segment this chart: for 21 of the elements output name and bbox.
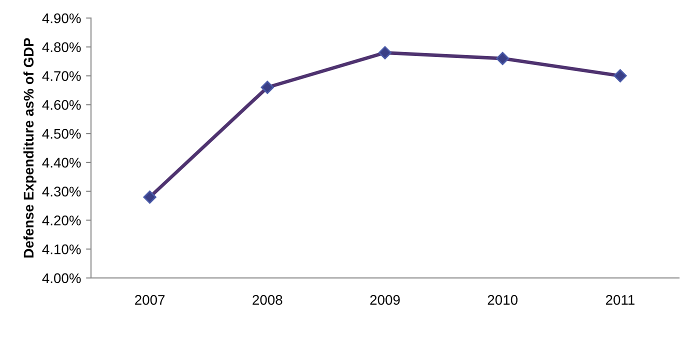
- point: [496, 52, 510, 66]
- y-tick-label: 4.00%: [42, 273, 81, 284]
- x-tick-label: 2009: [370, 295, 400, 305]
- y-tick-label: 4.60%: [42, 100, 81, 110]
- y-tick-label: 4.90%: [42, 13, 81, 24]
- y-tick-label: 4.10%: [42, 244, 81, 254]
- y-tick-label: 4.30%: [42, 186, 81, 196]
- point: [614, 69, 627, 82]
- y-tick-label: 4.40%: [42, 158, 81, 168]
- y-tick-label: 4.50%: [42, 128, 81, 139]
- y-axis-title: Defense Expenditure as% of GDP: [23, 38, 36, 258]
- x-tick-label: 2007: [135, 295, 165, 305]
- y-tick-label: 4.70%: [42, 71, 81, 81]
- y-tick-label: 4.80%: [42, 42, 81, 52]
- x-tick-label: 2010: [488, 295, 518, 305]
- x-tick-label: 2011: [606, 295, 634, 305]
- point: [378, 46, 392, 60]
- y-tick-label: 4.20%: [42, 216, 81, 226]
- point: [260, 80, 274, 94]
- point: [143, 190, 156, 204]
- x-tick-label: 2008: [252, 295, 282, 305]
